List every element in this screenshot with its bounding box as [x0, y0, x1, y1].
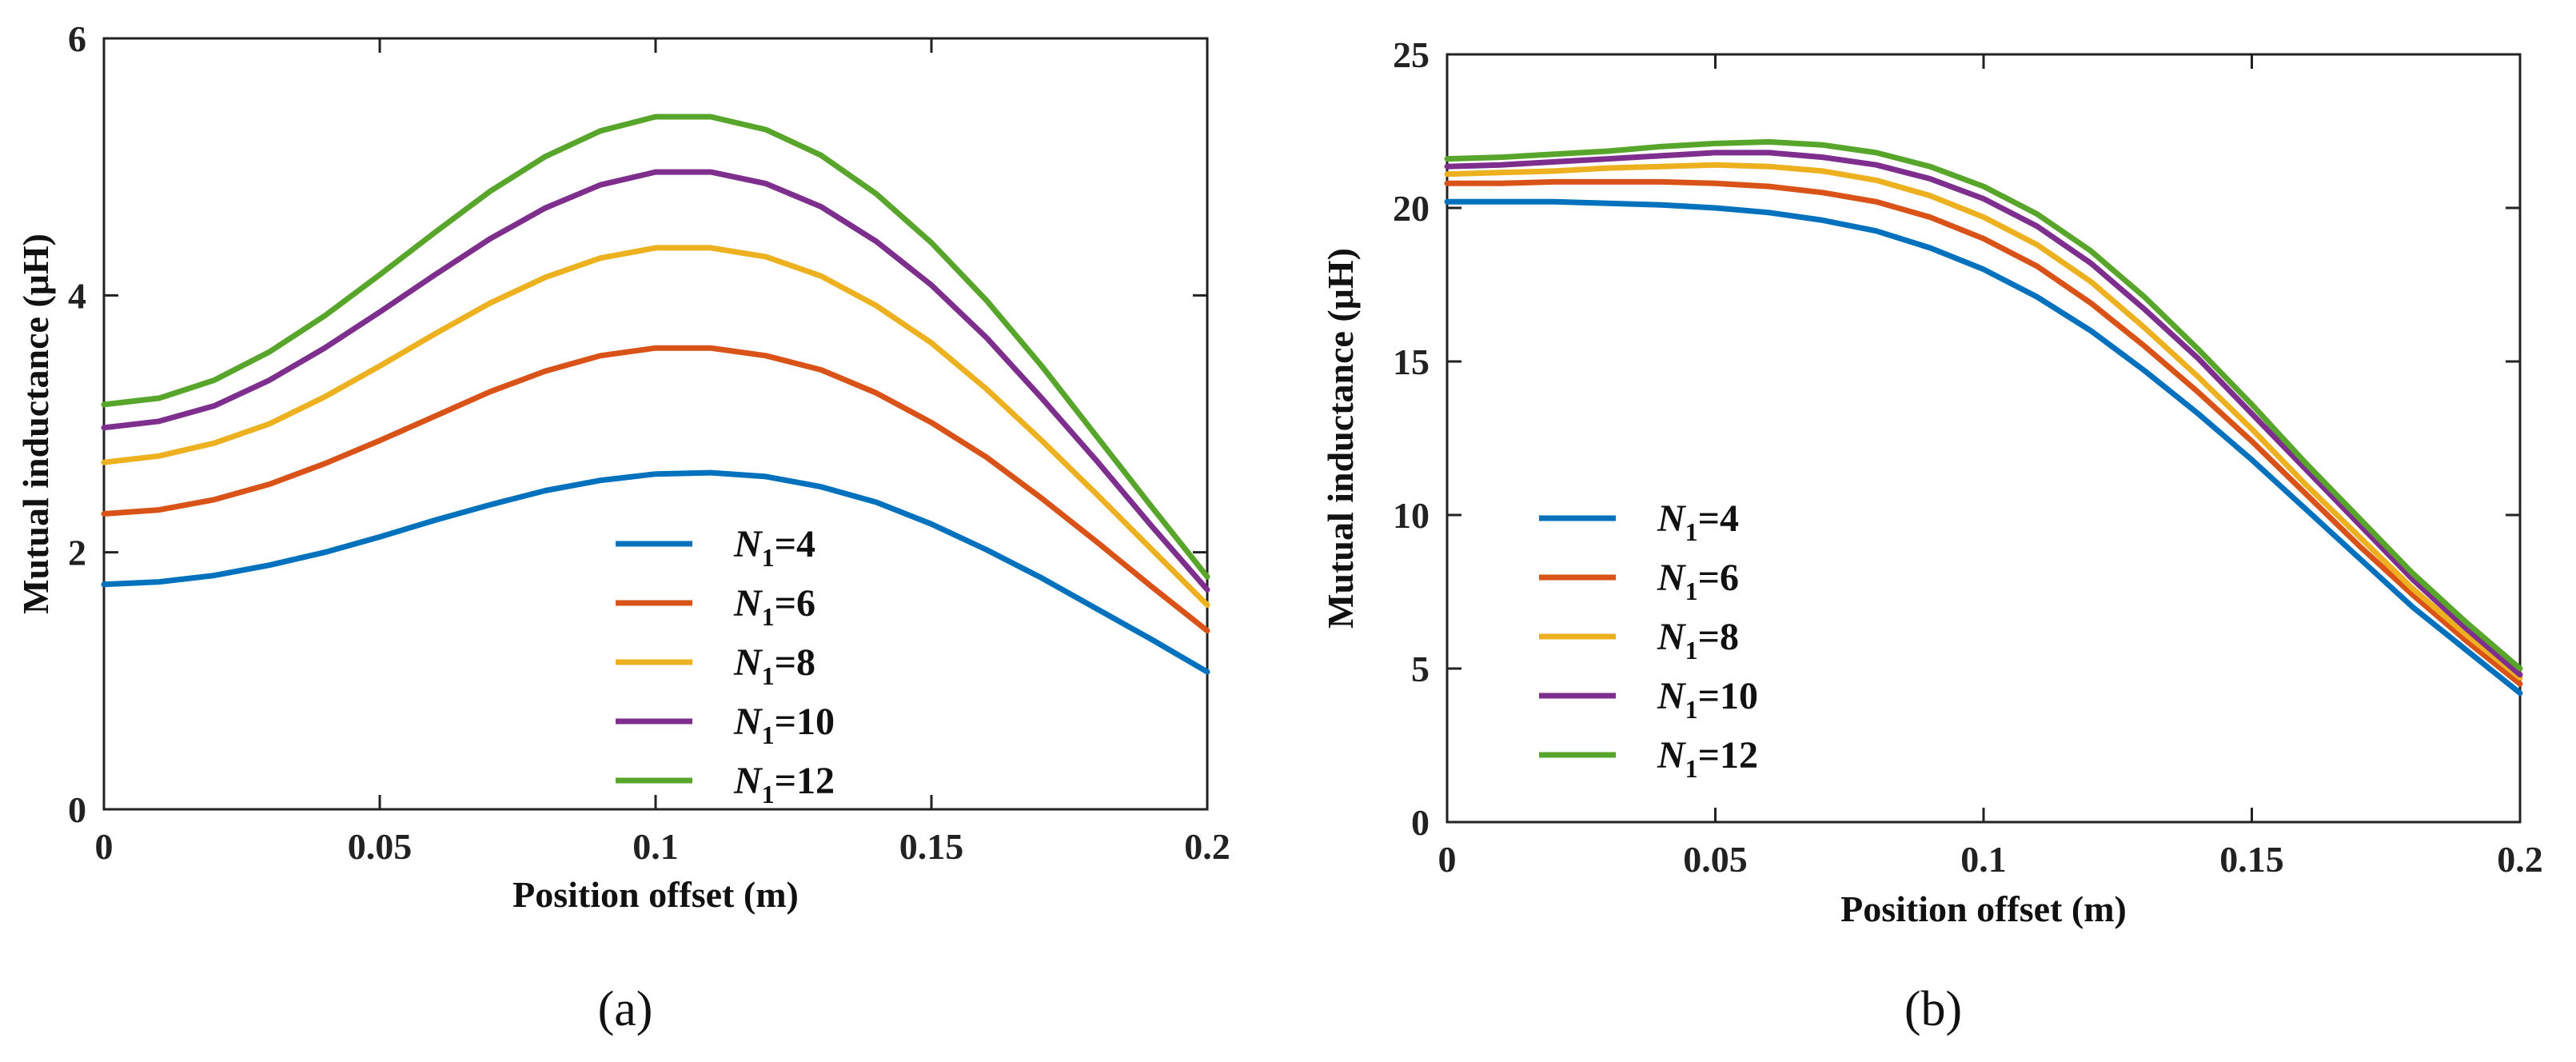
y-axis-label: Mutual inductance (μH) [1320, 248, 1361, 629]
x-tick-label: 0.05 [348, 826, 413, 867]
y-tick-label: 0 [68, 789, 86, 830]
series-line-n1-8 [1444, 162, 2523, 681]
x-tick-label: 0.2 [2497, 839, 2543, 880]
y-tick-label: 6 [68, 18, 86, 59]
x-tick-label: 0.2 [1184, 826, 1230, 867]
y-tick-label: 2 [68, 533, 86, 573]
x-tick-label: 0.05 [1683, 839, 1748, 880]
x-axis-label: Position offset (m) [1840, 888, 2127, 929]
x-axis-label: Position offset (m) [512, 874, 799, 915]
y-tick-label: 20 [1393, 188, 1430, 229]
series-line-n1-10 [101, 169, 1210, 593]
y-axis-label: Mutual inductance (μH) [15, 234, 56, 614]
series-line-n1-10 [1444, 150, 2523, 678]
x-tick-label: 0 [95, 826, 114, 867]
series-line-n1-8 [101, 245, 1210, 608]
x-tick-label: 0.1 [1960, 839, 2007, 880]
x-tick-label: 0 [1438, 839, 1457, 880]
legend-entry: N1=4 [1657, 497, 1739, 546]
legend-entry: N1=6 [1657, 557, 1739, 605]
y-tick-label: 25 [1393, 34, 1430, 75]
y-tick-label: 5 [1411, 649, 1430, 689]
legend-entry: N1=10 [733, 701, 835, 749]
y-tick-label: 15 [1393, 341, 1430, 382]
chart-panel-a: 0 0.05 0.1 0.15 0.2 0 2 4 6 Position offset (m) Mu… [15, 18, 1230, 1036]
x-tick-label: 0.15 [2219, 839, 2284, 880]
series-line-n1-4 [1444, 198, 2523, 697]
y-tick-label: 10 [1393, 495, 1430, 536]
legend-entry: N1=12 [1657, 734, 1758, 783]
panel-label: (b) [1904, 982, 1962, 1036]
series-line-n1-12 [1444, 138, 2523, 672]
x-tick-label: 0.15 [899, 826, 964, 867]
legend-entry: N1=6 [733, 582, 815, 631]
legend: N1=4 N1=6 N1=8 N1=10 N1=12 [616, 523, 835, 808]
legend-entry: N1=12 [733, 760, 835, 808]
series-line-n1-6 [101, 345, 1210, 634]
series-line-n1-6 [1444, 178, 2523, 687]
legend-entry: N1=10 [1657, 675, 1758, 724]
y-tick-label: 0 [1411, 802, 1430, 843]
panel-label: (a) [598, 982, 653, 1036]
y-tick-label: 4 [68, 275, 86, 316]
x-tick-label: 0.1 [632, 826, 679, 867]
legend-entry: N1=8 [733, 641, 815, 690]
series-line-n1-4 [101, 469, 1210, 675]
legend-entry: N1=4 [733, 523, 815, 572]
chart-panel-b: 0 0.05 0.1 0.15 0.2 0 5 10 15 20 25 Position offset… [1320, 34, 2543, 1036]
series-line-n1-12 [101, 114, 1210, 580]
legend-entry: N1=8 [1657, 616, 1739, 665]
legend: N1=4 N1=6 N1=8 N1=10 N1=12 [1539, 497, 1758, 783]
